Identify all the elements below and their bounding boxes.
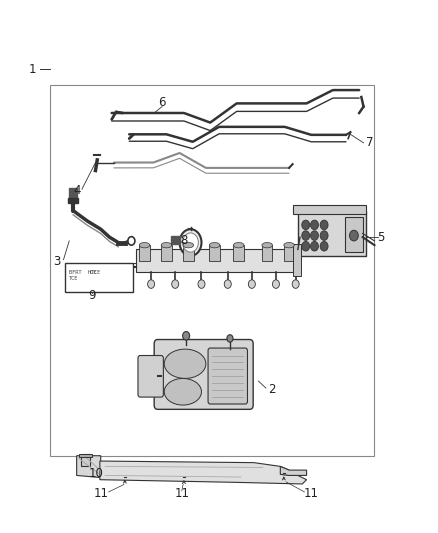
Polygon shape (280, 466, 307, 475)
Circle shape (227, 335, 233, 342)
Text: 11: 11 (304, 487, 318, 500)
Bar (65, 263, 133, 292)
Circle shape (302, 241, 310, 251)
Circle shape (311, 220, 318, 230)
Ellipse shape (139, 243, 150, 248)
Text: 6: 6 (158, 96, 166, 109)
FancyBboxPatch shape (138, 356, 163, 397)
Circle shape (311, 241, 318, 251)
Circle shape (320, 241, 328, 251)
Bar (161, 245, 172, 261)
Circle shape (320, 220, 328, 230)
Polygon shape (100, 461, 307, 484)
Circle shape (311, 231, 318, 240)
Text: 7: 7 (366, 136, 374, 149)
Circle shape (148, 280, 155, 288)
Bar (136, 249, 300, 272)
Bar (345, 217, 363, 252)
Circle shape (180, 229, 201, 256)
Circle shape (183, 233, 198, 252)
Bar (139, 245, 150, 261)
Text: 8: 8 (180, 235, 187, 247)
Text: 10: 10 (89, 467, 104, 480)
Text: 3: 3 (53, 255, 60, 268)
Circle shape (172, 280, 179, 288)
Bar (298, 211, 366, 256)
FancyBboxPatch shape (208, 348, 247, 404)
Bar (171, 236, 180, 244)
Circle shape (183, 332, 190, 340)
Ellipse shape (164, 349, 206, 378)
Text: 11: 11 (174, 487, 189, 500)
Text: HCE: HCE (88, 270, 97, 275)
Circle shape (302, 231, 310, 240)
Circle shape (128, 237, 135, 245)
Text: 5: 5 (378, 231, 385, 244)
Ellipse shape (284, 243, 294, 248)
Bar (50, 85, 374, 456)
Text: TCE: TCE (69, 276, 78, 281)
Ellipse shape (233, 243, 244, 248)
Ellipse shape (262, 243, 272, 248)
Text: BFRT   TCE: BFRT TCE (69, 270, 100, 275)
Bar (69, 188, 77, 200)
Circle shape (248, 280, 255, 288)
Polygon shape (77, 456, 101, 478)
Bar (293, 205, 366, 214)
Text: 2: 2 (268, 383, 276, 395)
Bar (284, 245, 294, 261)
Circle shape (350, 230, 358, 241)
Bar (79, 454, 92, 457)
Circle shape (272, 280, 279, 288)
Circle shape (224, 280, 231, 288)
Ellipse shape (161, 243, 172, 248)
Text: 1: 1 (29, 63, 37, 76)
Bar (183, 245, 194, 261)
Bar (233, 245, 244, 261)
Bar (293, 244, 301, 276)
Bar (68, 198, 78, 203)
Ellipse shape (164, 378, 201, 405)
Circle shape (320, 231, 328, 240)
Circle shape (292, 280, 299, 288)
Text: 9: 9 (88, 289, 96, 302)
Ellipse shape (183, 243, 194, 248)
Text: 11: 11 (93, 487, 108, 500)
Circle shape (198, 280, 205, 288)
Bar (81, 454, 90, 466)
FancyBboxPatch shape (154, 340, 253, 409)
Text: 4: 4 (73, 184, 81, 197)
Circle shape (302, 220, 310, 230)
Bar (209, 245, 220, 261)
Bar (262, 245, 272, 261)
Ellipse shape (209, 243, 220, 248)
